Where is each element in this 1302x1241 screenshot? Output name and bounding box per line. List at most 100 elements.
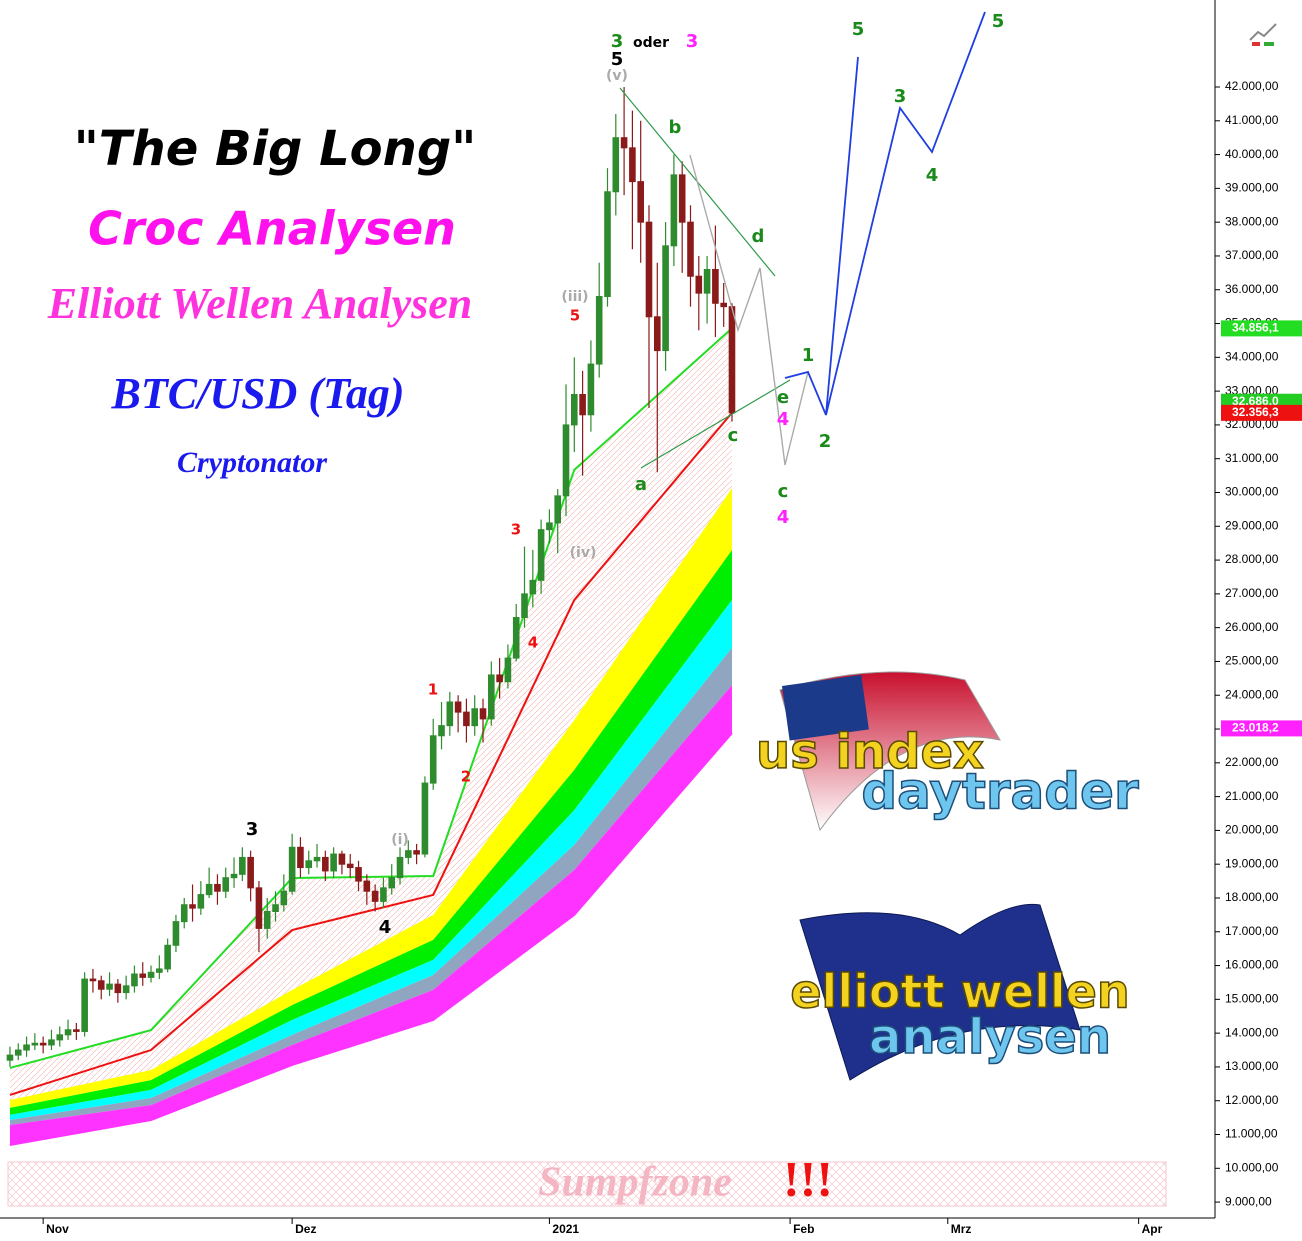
- candle-body: [688, 222, 694, 276]
- candle-body: [439, 726, 445, 736]
- candle-body: [580, 395, 586, 415]
- x-tick-label: 2021: [552, 1222, 579, 1236]
- y-tick-label: 30.000,00: [1225, 485, 1279, 499]
- y-tick-label: 36.000,00: [1225, 282, 1279, 296]
- candle-body: [663, 246, 669, 351]
- candle-body: [613, 138, 619, 192]
- candle-body: [414, 851, 420, 854]
- candle-body: [372, 891, 378, 901]
- candle-body: [704, 269, 710, 293]
- candle-body: [563, 425, 569, 496]
- candle-body: [231, 874, 237, 877]
- x-tick-label: Mrz: [951, 1222, 972, 1236]
- y-tick-label: 15.000,00: [1225, 992, 1279, 1006]
- y-tick-label: 17.000,00: [1225, 924, 1279, 938]
- price-tag-label: 34.856,1: [1232, 321, 1279, 335]
- candle-body: [497, 675, 503, 682]
- y-tick-label: 20.000,00: [1225, 823, 1279, 837]
- candle-body: [15, 1050, 21, 1055]
- candle-body: [40, 1043, 46, 1045]
- x-tick-label: Apr: [1142, 1222, 1163, 1236]
- wave-label: (i): [391, 832, 409, 848]
- wave-label: oder: [633, 35, 669, 51]
- wave-label: 3: [511, 521, 521, 539]
- wave-label: c: [778, 481, 789, 502]
- wave-label: 2: [819, 431, 832, 452]
- wave-label: 4: [528, 634, 538, 652]
- y-tick-label: 26.000,00: [1225, 620, 1279, 634]
- wave-label: c: [728, 425, 739, 446]
- candle-body: [115, 984, 121, 992]
- heading: Cryptonator: [177, 446, 327, 479]
- zone-label: Sumpfzone: [538, 1160, 732, 1206]
- price-tag-label: 23.018,2: [1232, 721, 1279, 735]
- candle-body: [215, 884, 221, 891]
- y-tick-label: 10.000,00: [1225, 1160, 1279, 1174]
- wave-label: 5: [611, 49, 624, 70]
- candle-body: [65, 1030, 71, 1035]
- candle-body: [721, 303, 727, 306]
- candle-body: [306, 861, 312, 868]
- candle-body: [190, 905, 196, 908]
- toolbar-icon[interactable]: [1250, 24, 1276, 46]
- candle-body: [505, 658, 511, 682]
- wave-label: 1: [428, 681, 438, 699]
- y-tick-label: 42.000,00: [1225, 79, 1279, 93]
- candle-body: [74, 1030, 80, 1032]
- candle-body: [538, 530, 544, 581]
- candle-body: [7, 1055, 13, 1060]
- candle-body: [596, 297, 602, 365]
- wave-label: 2: [461, 768, 471, 786]
- candle-body: [198, 895, 204, 909]
- wave-label: (v): [606, 68, 628, 84]
- candle-body: [447, 702, 453, 726]
- candle-body: [422, 783, 428, 854]
- y-tick-label: 27.000,00: [1225, 586, 1279, 600]
- wave-label: 4: [777, 507, 790, 528]
- candle-body: [140, 974, 146, 977]
- y-tick-label: 16.000,00: [1225, 958, 1279, 972]
- logo-ew: elliott wellen analysen: [790, 904, 1129, 1080]
- candle-body: [347, 864, 353, 867]
- candle-body: [679, 175, 685, 222]
- y-tick-label: 24.000,00: [1225, 687, 1279, 701]
- projection-blue: [826, 12, 985, 415]
- candle-body: [32, 1043, 38, 1045]
- wave-label: 3: [246, 819, 259, 840]
- y-tick-label: 37.000,00: [1225, 248, 1279, 262]
- candle-body: [165, 945, 171, 969]
- candle-body: [132, 974, 138, 986]
- y-tick-label: 18.000,00: [1225, 890, 1279, 904]
- candle-body: [430, 736, 436, 783]
- y-tick-label: 13.000,00: [1225, 1059, 1279, 1073]
- candle-body: [273, 905, 279, 912]
- candle-body: [240, 857, 246, 874]
- candle-body: [364, 881, 370, 891]
- y-tick-label: 38.000,00: [1225, 214, 1279, 228]
- y-tick-label: 34.000,00: [1225, 350, 1279, 364]
- candle-body: [98, 981, 104, 989]
- candle-body: [555, 496, 561, 523]
- candle-body: [339, 854, 345, 864]
- wave-label: 3: [686, 31, 699, 52]
- projection-blue: [785, 57, 858, 415]
- wave-label: (iv): [570, 545, 597, 561]
- candle-body: [489, 675, 495, 719]
- candle-body: [605, 192, 611, 297]
- candle-body: [513, 618, 519, 659]
- candle-body: [24, 1045, 30, 1050]
- candle-body: [206, 884, 212, 894]
- candle-body: [572, 395, 578, 425]
- y-tick-label: 29.000,00: [1225, 518, 1279, 532]
- candle-body: [323, 857, 329, 871]
- candle-body: [173, 922, 179, 946]
- chart: Sumpfzone !!! "The Big Long" Croc Analys…: [0, 0, 1302, 1236]
- wave-label: 3: [611, 31, 624, 52]
- candle-body: [256, 888, 262, 929]
- y-tick-label: 14.000,00: [1225, 1025, 1279, 1039]
- candle-body: [646, 222, 652, 317]
- candle-body: [331, 854, 337, 871]
- x-tick-label: Nov: [46, 1222, 69, 1236]
- candle-body: [82, 979, 88, 1031]
- y-tick-label: 21.000,00: [1225, 789, 1279, 803]
